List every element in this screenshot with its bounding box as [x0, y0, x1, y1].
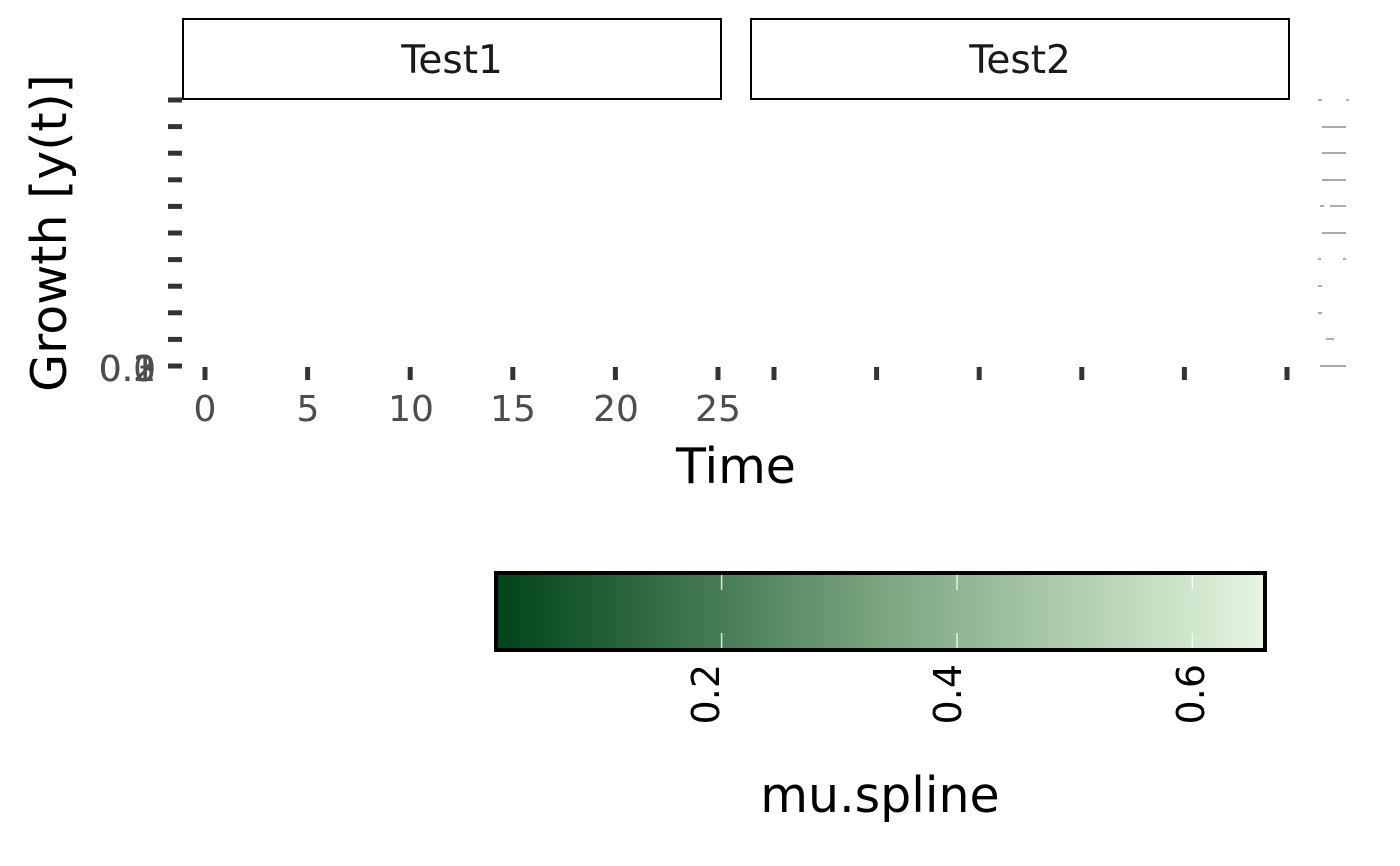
y-axis-ticks	[168, 97, 182, 369]
x-axis-title: Time	[675, 438, 796, 495]
y-axis-title: Growth [y(t)]	[21, 74, 78, 392]
y-axis-tick-labels: 0.0 0.1 0.2 0.3	[99, 349, 156, 390]
colorbar	[494, 571, 1267, 652]
y-tick-label: 0.3	[99, 349, 156, 390]
x-tick-label: 0	[194, 389, 217, 430]
x-tick-label: 5	[297, 389, 320, 430]
colorbar-tick-label: 0.2	[684, 664, 728, 724]
colorbar-title: mu.spline	[760, 767, 999, 824]
x-tick-label: 10	[388, 389, 434, 430]
facet-strip-test2: Test2	[750, 18, 1290, 100]
x-tick-label: 20	[593, 389, 639, 430]
x-axis-tick-labels: 0 5 10 15 20 25	[194, 389, 741, 430]
colorbar-tick-label: 0.4	[926, 664, 970, 724]
colorbar-legend: 0.2 0.4 0.6 mu.spline	[494, 571, 1267, 824]
facet-strip-test1: Test1	[182, 18, 722, 100]
colorbar-tick-label: 0.6	[1169, 664, 1213, 724]
x-tick-label: 25	[695, 389, 741, 430]
y-tick-label: 0.2	[99, 349, 156, 390]
x-axis-ticks	[202, 367, 1290, 380]
colorbar-ticks	[720, 575, 1194, 648]
x-tick-label: 15	[490, 389, 536, 430]
facet-label-test2: Test2	[968, 38, 1071, 83]
y-tick-label: 0.0	[99, 349, 156, 390]
facet-label-test1: Test1	[400, 38, 503, 83]
y-tick-label: 0.1	[99, 349, 156, 390]
right-axis-marks	[1318, 99, 1349, 367]
